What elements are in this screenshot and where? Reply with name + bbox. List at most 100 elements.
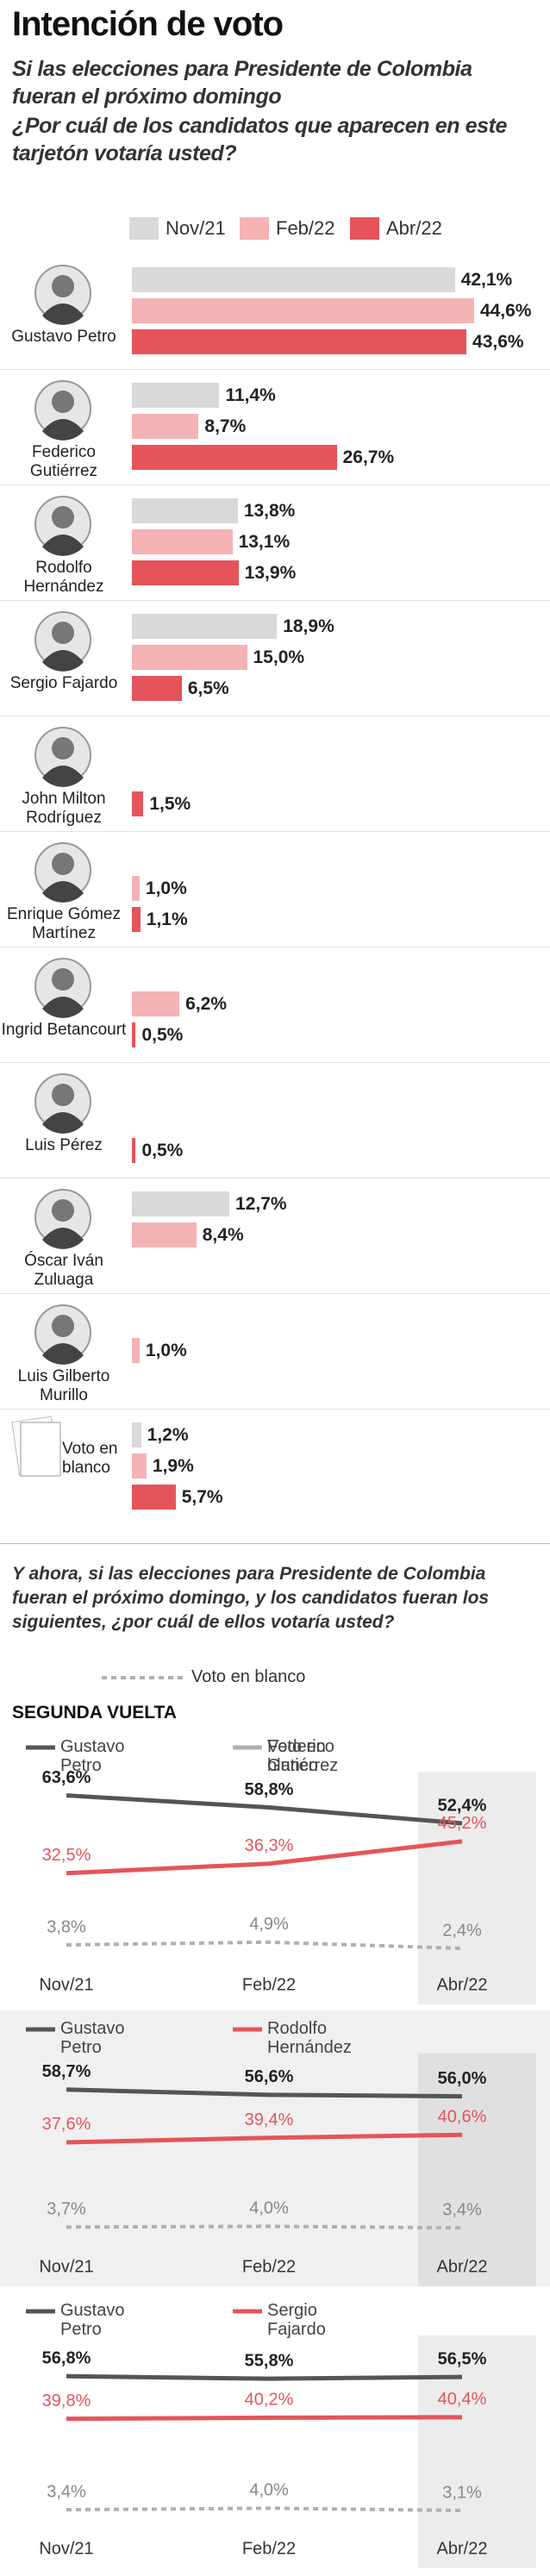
value-label: 36,3%: [245, 1836, 294, 1855]
legend-swatch: [350, 217, 379, 240]
value-label: 39,4%: [245, 2110, 294, 2129]
value-label: 63,6%: [42, 1768, 91, 1787]
bar: [132, 1338, 140, 1363]
bar: [132, 298, 474, 323]
photo-body: [42, 881, 84, 903]
legend-label: Abr/22: [386, 217, 442, 239]
value-label: 11,4%: [225, 385, 276, 405]
category-label: Ingrid Betancourt: [1, 1021, 127, 1039]
value-label: 3,4%: [442, 2200, 482, 2219]
value-label: 52,4%: [438, 1796, 487, 1815]
category-label: Sergio Fajardo: [9, 674, 118, 692]
value-label: 15,0%: [253, 647, 305, 667]
row-divider: [0, 1409, 550, 1410]
value-label: 6,5%: [187, 678, 229, 698]
photo-head: [52, 1199, 74, 1222]
line-chart: 56,8% 55,8% 56,5% 39,8% 40,2% 40,4% 3,4% 4,0% 3,…: [0, 2292, 550, 2568]
value-label: 1,0%: [145, 878, 187, 898]
photo-body: [42, 303, 84, 325]
line-plot: 58,7% 56,6% 56,0% 37,6% 39,4% 40,6% 3,7% 4,0% 3,…: [26, 2027, 487, 2276]
series-line: [66, 2224, 463, 2230]
legend-label: Gustavo Petro: [60, 2301, 125, 2339]
legend-label: Nov/21: [166, 217, 226, 239]
candidate-photo: [34, 496, 91, 556]
category-label: Luis Gilberto Murillo: [17, 1367, 110, 1404]
value-label: 56,5%: [438, 2349, 487, 2368]
bar: [132, 329, 467, 354]
photo-body: [42, 535, 84, 556]
value-label: 40,4%: [438, 2390, 487, 2409]
row-divider: [0, 1062, 550, 1063]
value-label: 2,4%: [442, 1921, 482, 1940]
bar: [132, 1454, 147, 1479]
section-question: Y ahora, si las elecciones para Presiden…: [12, 1564, 490, 1632]
chart-question: ¿Por cuál de los candidatos que aparecen…: [12, 114, 508, 166]
series-line: [66, 1839, 463, 1876]
row-divider: [0, 831, 550, 832]
bar: [132, 383, 220, 408]
value-label: 13,1%: [238, 532, 291, 552]
bar: [132, 414, 199, 439]
legend-label: Federico Gutiérrez: [267, 1737, 339, 1775]
value-label: 5,7%: [181, 1487, 223, 1507]
legend-marker: [102, 1676, 184, 1679]
value-label: 58,7%: [42, 2062, 91, 2081]
value-label: 8,7%: [204, 416, 247, 436]
value-label: 32,5%: [42, 1846, 91, 1865]
bar: [132, 1422, 141, 1447]
line-plot: 63,6% 58,8% 52,4% 32,5% 36,3% 45,2% 3,8% 4,9% 2,…: [26, 1745, 487, 1994]
bar: [132, 676, 182, 701]
category-label: Óscar Iván Zuluaga: [24, 1252, 103, 1289]
x-tick-label: Feb/22: [242, 2257, 296, 2276]
photo-head: [52, 1315, 74, 1337]
candidate-photo: [34, 380, 91, 441]
value-label: 56,6%: [245, 2067, 294, 2086]
legend-label: Gustavo Petro: [60, 1737, 125, 1775]
row-divider: [0, 369, 550, 370]
value-label: 13,9%: [244, 563, 297, 583]
photo-body: [42, 1228, 84, 1249]
chart-subtitle: Si las elecciones para Presidente de Col…: [12, 57, 472, 109]
series-line: [66, 1793, 463, 1826]
category-label: John Milton Rodríguez: [22, 790, 106, 827]
series-line: [66, 2087, 463, 2099]
x-tick-label: Nov/21: [39, 2539, 93, 2558]
photo-head: [52, 275, 74, 297]
bar: [132, 876, 140, 901]
legend-label: Sergio Fajardo: [267, 2301, 326, 2339]
photo-body: [42, 419, 84, 441]
value-label: 37,6%: [42, 2115, 91, 2134]
value-label: 8,4%: [202, 1225, 244, 1245]
bar: [132, 560, 239, 585]
legend-label: Voto en blanco: [267, 1737, 326, 1775]
photo-body: [42, 1343, 84, 1365]
category-label: Enrique Gómez Martínez: [6, 905, 121, 942]
photo-body: [42, 650, 84, 672]
chart-title: Intención de voto: [12, 5, 284, 43]
series-line: [66, 2506, 463, 2513]
ballot-icon: [11, 1416, 61, 1477]
section-label: SEGUNDA VUELTA: [12, 1703, 177, 1723]
value-label: 56,8%: [42, 2349, 91, 2368]
photo-head: [52, 622, 74, 644]
series-line: [66, 2373, 463, 2381]
bar: [132, 498, 238, 523]
photo-head: [52, 1084, 74, 1106]
value-label: 4,0%: [249, 2481, 289, 2500]
bar: [132, 1138, 136, 1163]
value-label: 13,8%: [243, 501, 296, 521]
photo-body: [42, 766, 84, 787]
value-label: 39,8%: [42, 2392, 91, 2410]
bar: [132, 1222, 197, 1247]
row-divider: [0, 600, 550, 601]
section-divider: [0, 1543, 550, 1544]
highlight-column: [418, 2054, 536, 2286]
bar: [132, 529, 233, 554]
bar: [132, 614, 278, 639]
value-label: 18,9%: [283, 616, 334, 636]
value-label: 3,8%: [47, 1917, 86, 1936]
value-label: 1,1%: [146, 910, 188, 929]
bar: [132, 991, 180, 1016]
bar: [132, 791, 144, 816]
